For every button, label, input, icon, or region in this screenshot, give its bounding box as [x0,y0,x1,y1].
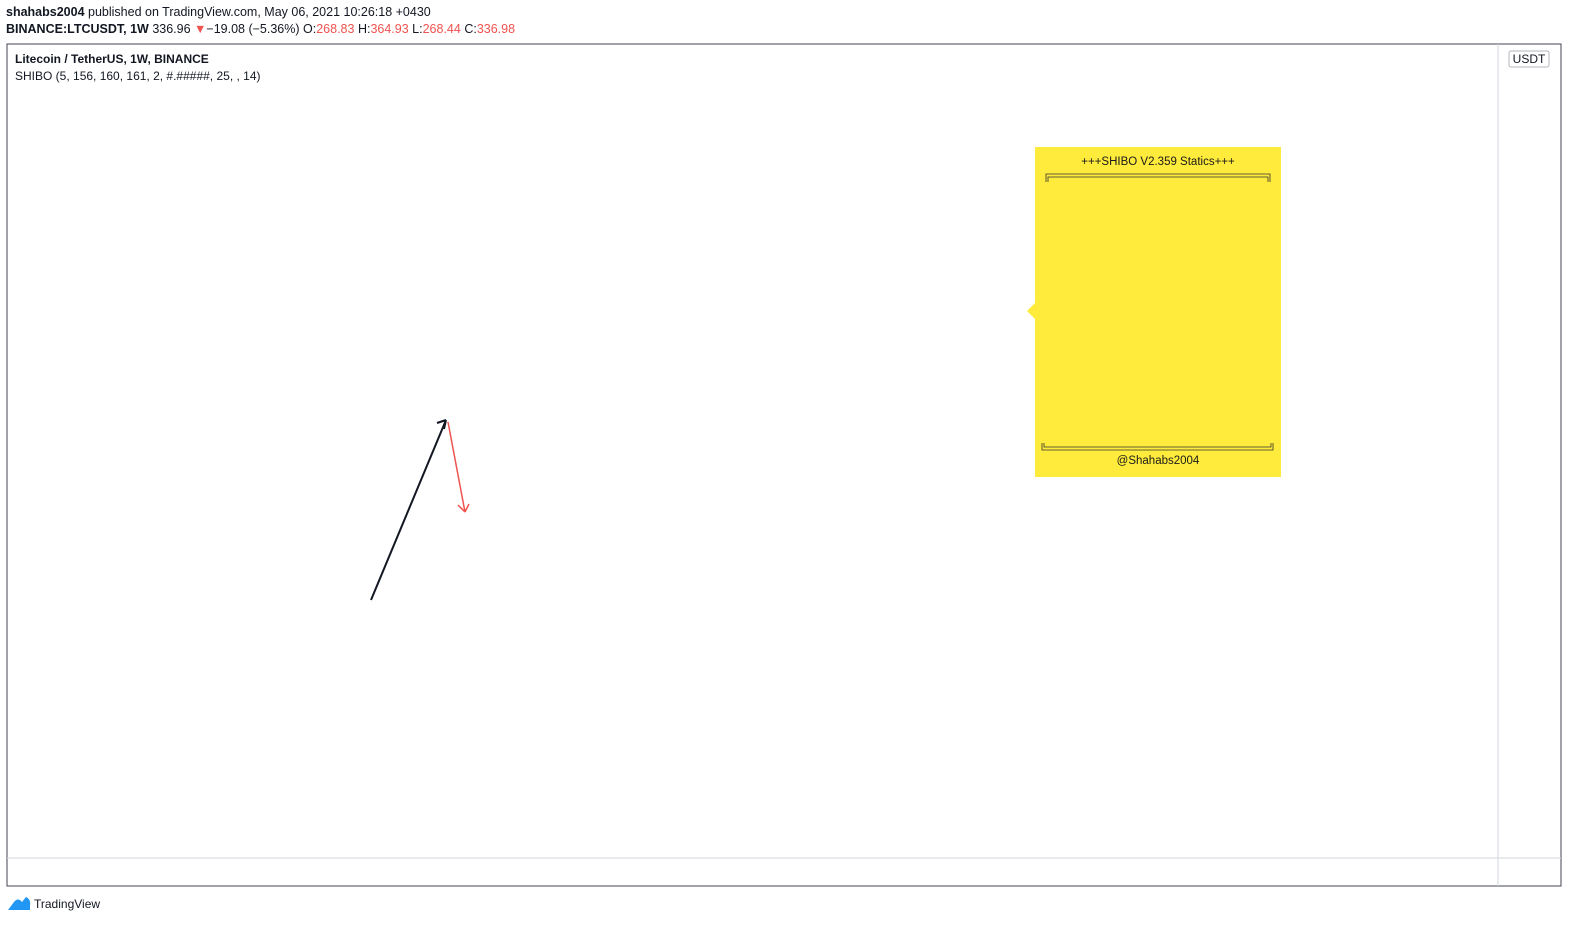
stats-box: +++SHIBO V2.359 Statics+++ @Shahabs2004 [1027,147,1281,477]
stats-title: +++SHIBO V2.359 Statics+++ [1081,156,1235,168]
o-label: O: [303,22,316,36]
change: −19.08 (−5.36%) [206,22,299,36]
c-label: C: [464,22,477,36]
chart-title: Litecoin / TetherUS, 1W, BINANCE [15,52,209,66]
l-label: L: [412,22,422,36]
published: published on TradingView.com, May 06, 20… [88,5,431,19]
h-label: H: [358,22,371,36]
stats-background [1035,147,1281,477]
symbol: BINANCE:LTCUSDT, 1W [6,22,149,36]
stats-frame-top [1045,173,1271,182]
user: shahabs2004 [6,5,85,19]
stats-frame-bottom [1041,443,1274,451]
impulse-arrow [370,419,447,601]
arrow: ▼ [194,22,206,36]
header-line: shahabs2004 published on TradingView.com… [6,5,431,19]
o-value: 268.83 [316,22,354,36]
h-value: 364.93 [370,22,408,36]
currency: USDT [1513,52,1546,66]
tradingview-logo [8,897,31,910]
price: 336.96 [152,22,190,36]
stats-pointer [1027,303,1035,319]
brand: TradingView [34,897,100,911]
symbol-line: BINANCE:LTCUSDT, 1W 336.96 ▼−19.08 (−5.3… [6,22,515,36]
correction-arrow [447,421,470,513]
stats-signature: @Shahabs2004 [1117,455,1200,467]
l-value: 268.44 [423,22,461,36]
currency-box [1508,50,1550,68]
chart-frame [6,43,1562,887]
indicator-name: SHIBO (5, 156, 160, 161, 2, #.#####, 25,… [15,69,261,83]
footer: TradingView [8,897,100,911]
c-value: 336.98 [477,22,515,36]
